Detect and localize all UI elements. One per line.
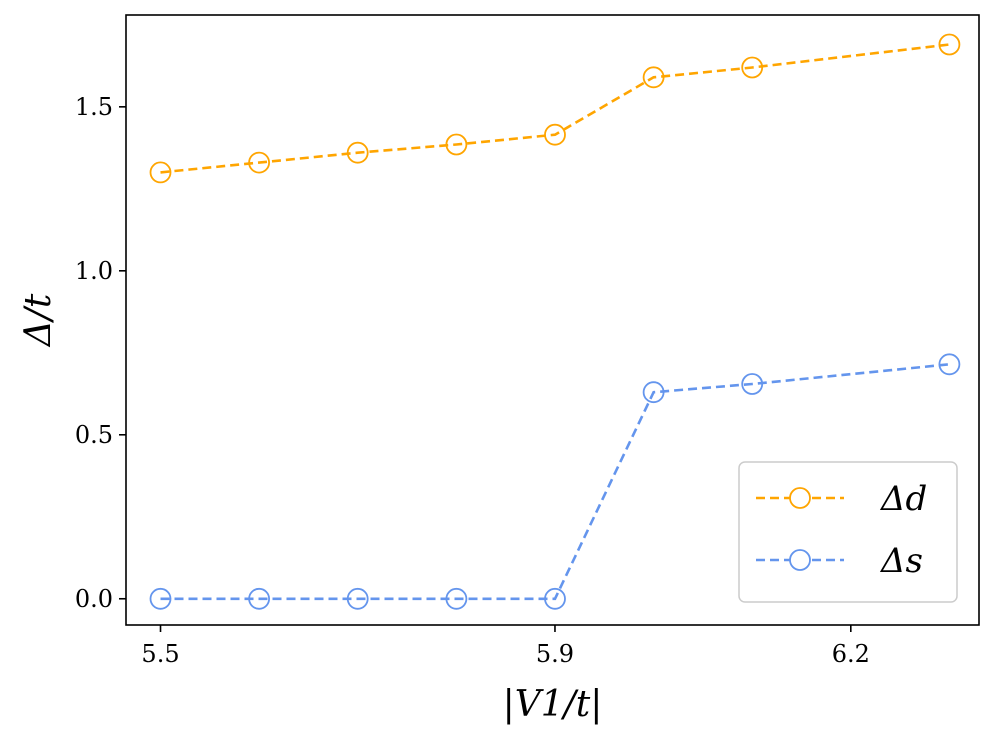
series-0 — [149, 33, 961, 184]
series-line — [160, 363, 950, 601]
y-tick-label: 1.5 — [75, 93, 113, 121]
data-point — [544, 123, 566, 146]
series-1 — [149, 353, 961, 610]
y-tick-label: 0.0 — [75, 585, 113, 613]
data-point — [544, 587, 566, 610]
legend-marker — [789, 487, 811, 509]
legend-label: Δd — [879, 479, 927, 519]
y-axis-label: Δ/t — [18, 293, 59, 348]
x-tick-label: 5.9 — [536, 640, 574, 668]
x-axis-label: |V1/t| — [503, 684, 603, 725]
y-tick-label: 0.5 — [75, 421, 113, 449]
series-line — [160, 43, 950, 174]
x-tick-label: 6.2 — [832, 640, 870, 668]
data-point — [642, 381, 665, 404]
data-point — [248, 151, 271, 174]
data-point — [741, 373, 764, 395]
data-point — [149, 161, 172, 184]
data-point — [445, 587, 468, 610]
legend-entries: Δd Δs — [756, 479, 927, 581]
data-point — [149, 587, 172, 610]
data-point — [445, 133, 468, 156]
data-point — [248, 587, 271, 610]
data-point — [938, 353, 961, 376]
plot-frame — [125, 14, 980, 626]
legend-label: Δs — [879, 541, 923, 581]
legend: Δd Δs — [738, 461, 958, 603]
ticks-layer: 5.5 5.9 6.2 0.0 0.5 1.0 1.5 — [75, 93, 870, 668]
data-point — [938, 33, 961, 56]
legend-marker — [789, 549, 811, 571]
series-layer — [149, 33, 961, 610]
data-point — [346, 141, 369, 164]
y-tick-label: 1.0 — [75, 257, 113, 285]
x-tick-label: 5.5 — [141, 640, 179, 668]
legend-entry: Δs — [756, 541, 923, 581]
legend-entry: Δd — [756, 479, 927, 519]
data-point — [642, 66, 665, 89]
data-point — [741, 56, 764, 79]
data-point — [346, 587, 369, 610]
